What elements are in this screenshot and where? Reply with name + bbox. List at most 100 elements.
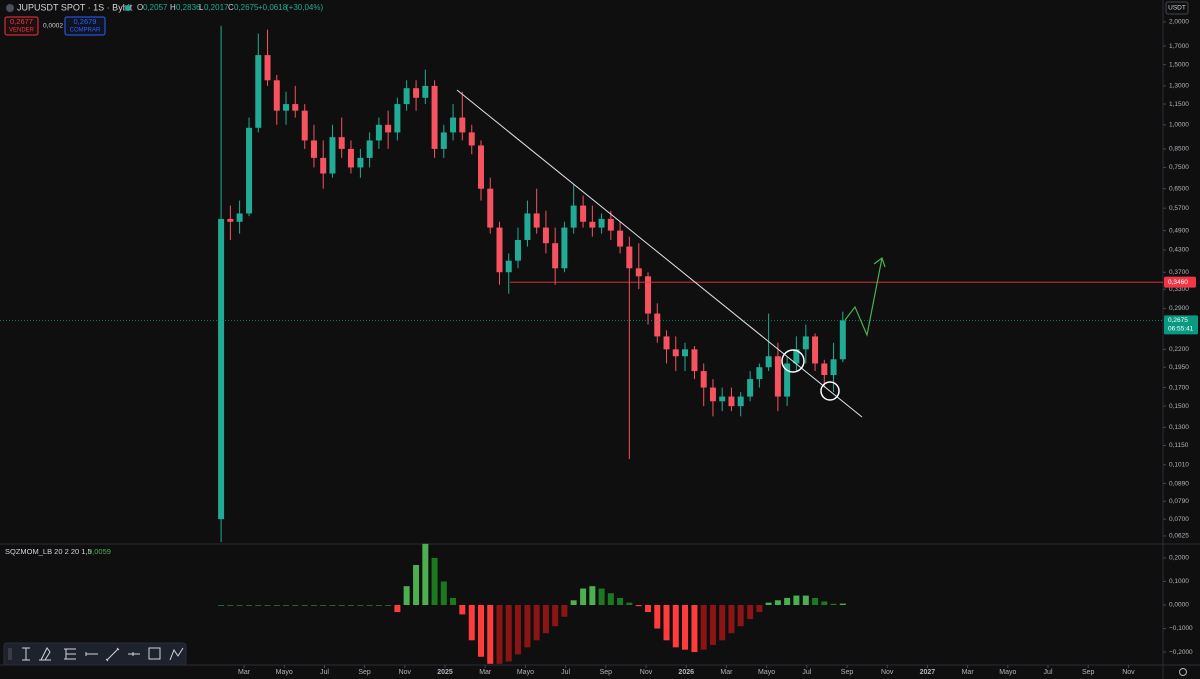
path-tool[interactable] — [169, 647, 184, 661]
market-status — [125, 5, 131, 11]
candle-body — [422, 85, 429, 98]
indicator-title[interactable]: SQZMOM_LB 20 2 20 1,5 — [5, 547, 92, 556]
y-tick-label: 0,4900 — [1169, 227, 1189, 234]
ohlc-key: H — [170, 3, 176, 12]
sell-price: 0,2677 — [10, 17, 33, 26]
candle-body — [413, 88, 420, 98]
candle-body — [459, 117, 466, 133]
y-tick-label: 0,5700 — [1169, 205, 1189, 212]
change-percent: (+30,04%) — [286, 3, 323, 12]
buy-button[interactable] — [64, 16, 106, 36]
y-tick-label: 1,7000 — [1169, 43, 1189, 50]
hline-tool[interactable] — [128, 652, 140, 656]
momentum-bar — [496, 605, 503, 664]
x-tick-label: Nov — [1122, 669, 1135, 676]
x-tick-label: Mar — [238, 669, 251, 676]
x-tick-label: Sep — [358, 669, 371, 676]
trendline-tool[interactable] — [105, 647, 120, 662]
momentum-bar — [654, 605, 661, 629]
y-tick-label: 0,0790 — [1169, 498, 1189, 505]
momentum-bar — [580, 588, 587, 605]
momentum-bar — [246, 605, 253, 606]
sell-button[interactable] — [4, 16, 39, 36]
momentum-bar — [487, 605, 494, 664]
momentum-bar — [450, 597, 457, 605]
x-tick-label: Mayo — [276, 669, 293, 676]
rect-tool[interactable] — [148, 647, 161, 660]
momentum-bar — [635, 605, 642, 607]
candle-body — [598, 218, 605, 228]
highlight-circle — [820, 381, 840, 401]
x-tick-label: Jul — [561, 669, 570, 676]
toolbar-handle — [8, 648, 12, 660]
symbol-title[interactable]: JUPUSDT SPOT · 1S · Bybit — [17, 2, 133, 12]
candle-body — [756, 367, 763, 380]
ray-tool[interactable] — [85, 652, 98, 656]
indicator-value: 0,0059 — [88, 547, 111, 556]
momentum-bar — [505, 605, 512, 662]
candle-body — [821, 363, 828, 376]
momentum-bar — [310, 605, 317, 606]
brush-tool[interactable] — [39, 647, 51, 661]
momentum-bar — [477, 605, 484, 657]
candle-body — [654, 313, 661, 337]
candle-body — [477, 145, 484, 189]
momentum-bar — [747, 605, 754, 620]
momentum-bar — [561, 605, 568, 617]
y-tick-label: 0,2000 — [1169, 555, 1189, 562]
y-tick-label: 0,1000 — [1169, 578, 1189, 585]
candle-body — [514, 239, 521, 261]
y-tick-label: 0,1010 — [1169, 461, 1189, 468]
x-tick-label: Mayo — [758, 669, 775, 676]
momentum-bar — [663, 605, 670, 641]
candle-body — [385, 124, 392, 133]
momentum-bar — [737, 605, 744, 627]
candle-body — [329, 137, 336, 174]
momentum-bar — [301, 605, 308, 606]
candle-body — [320, 157, 327, 174]
x-tick-label: 2025 — [437, 669, 453, 676]
momentum-bar — [812, 597, 819, 605]
y-tick-label: 1,1500 — [1169, 101, 1189, 108]
candle-body — [236, 213, 243, 222]
momentum-bar — [830, 603, 837, 605]
momentum-bar — [691, 605, 698, 653]
change: +0,0618 — [258, 3, 288, 12]
x-tick-label: Sep — [841, 669, 854, 676]
candle-body — [635, 268, 642, 277]
last-price-tag — [1164, 315, 1198, 335]
x-tick-label: Sep — [600, 669, 613, 676]
momentum-bar — [524, 605, 531, 648]
y-tick-label: 0,2900 — [1169, 305, 1189, 312]
momentum-bar — [459, 605, 466, 615]
momentum-bar — [283, 605, 290, 606]
momentum-bar — [802, 595, 809, 605]
trendline — [456, 89, 863, 418]
momentum-bar — [236, 605, 243, 606]
fib-tool[interactable] — [64, 648, 76, 660]
y-tick-label: 0,0000 — [1169, 602, 1189, 609]
y-tick-label: 0,1500 — [1169, 403, 1189, 410]
candle-body — [273, 80, 280, 111]
candle-body — [301, 110, 308, 141]
y-tick-label: 2,0000 — [1169, 19, 1189, 26]
momentum-bar — [765, 602, 772, 605]
momentum-bar — [440, 581, 447, 605]
momentum-bar — [784, 597, 791, 605]
settings-button[interactable] — [1179, 668, 1187, 676]
ohlc-value: 0,2836 — [176, 3, 201, 12]
momentum-bar — [218, 605, 225, 606]
x-tick-label: Jul — [802, 669, 811, 676]
currency-button[interactable] — [1165, 1, 1189, 15]
candle-body — [227, 218, 234, 222]
x-tick-label: 2027 — [920, 669, 936, 676]
x-tick-label: Mayo — [517, 669, 534, 676]
momentum-bar — [756, 605, 763, 613]
text-tool[interactable] — [22, 647, 30, 661]
momentum-bar — [617, 597, 624, 605]
momentum-bar — [709, 605, 716, 645]
x-tick-label: Jul — [320, 669, 329, 676]
momentum-bar — [394, 605, 401, 613]
y-tick-label: 0,4300 — [1169, 247, 1189, 254]
momentum-bar — [347, 605, 354, 606]
